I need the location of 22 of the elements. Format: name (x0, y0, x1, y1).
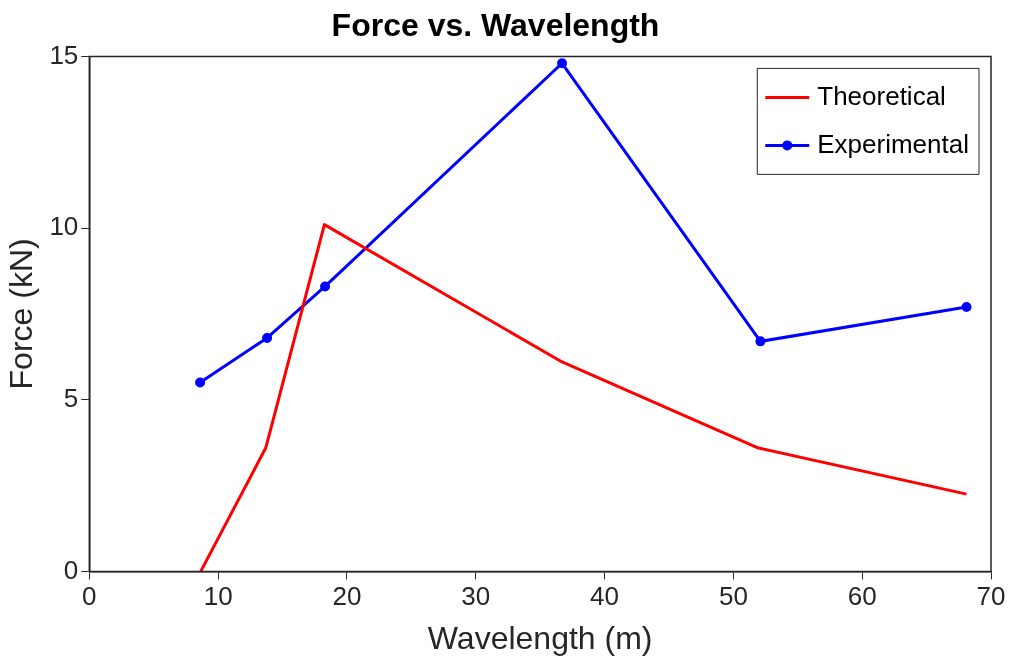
x-tick-label: 20 (332, 581, 362, 612)
x-tick-label: 60 (847, 581, 877, 612)
y-tick-label: 5 (63, 382, 79, 413)
y-axis-title: Force (kN) (3, 238, 40, 390)
y-tick-label: 15 (49, 39, 79, 70)
point (961, 302, 972, 313)
x-tick-label: 30 (461, 581, 491, 612)
y-tick-label: 0 (63, 554, 79, 585)
point (755, 336, 766, 347)
chart-title: Force vs. Wavelength (331, 7, 660, 44)
x-tick-label: 50 (718, 581, 748, 612)
y-tick-label: 10 (49, 211, 79, 242)
point (262, 332, 273, 343)
legend-label: Theoretical (817, 80, 946, 111)
point (557, 58, 568, 69)
point (320, 281, 331, 292)
x-tick-label: 40 (590, 581, 620, 612)
legend-label: Experimental (817, 128, 969, 159)
point (195, 377, 206, 388)
x-tick-label: 10 (203, 581, 233, 612)
x-axis-title: Wavelength (m) (427, 619, 653, 656)
x-tick-label: 70 (976, 581, 1006, 612)
